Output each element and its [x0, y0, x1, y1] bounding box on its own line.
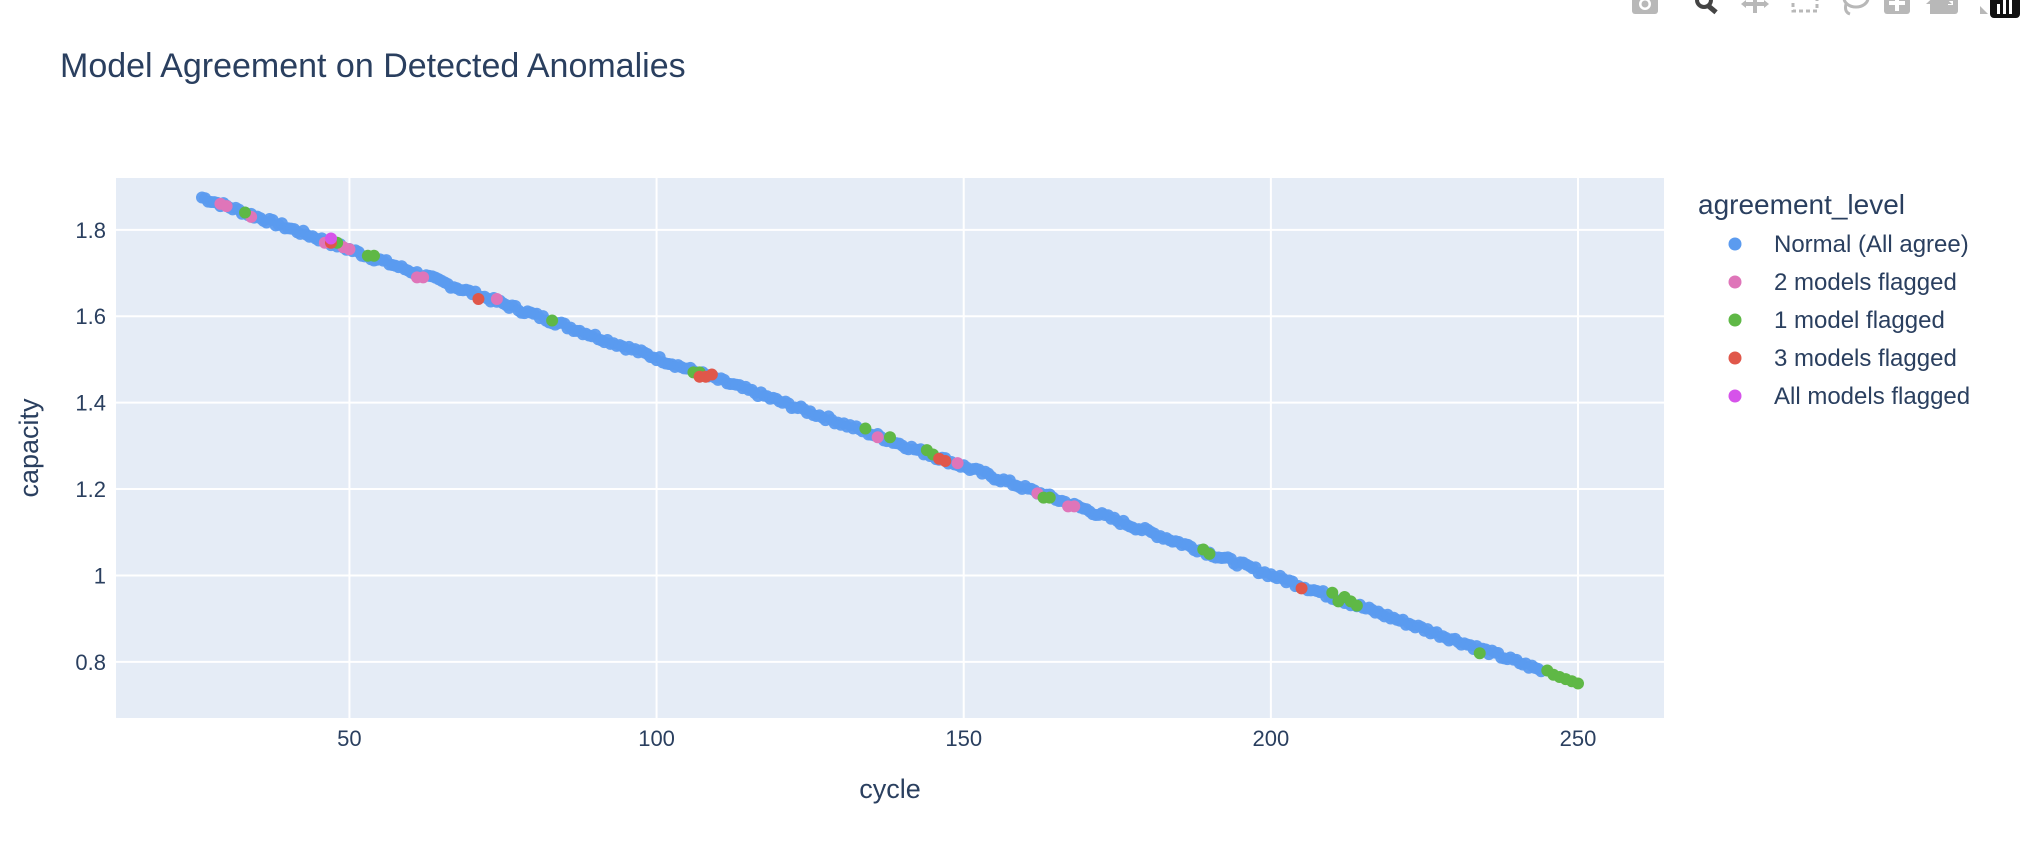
- data-points: [196, 191, 1584, 690]
- data-point-flagged-3: [939, 454, 952, 467]
- x-axis-ticks: 50 100 150 200 250: [337, 726, 1596, 751]
- y-tick-label: 1.8: [75, 218, 106, 243]
- lasso-select-icon[interactable]: [1840, 0, 1870, 16]
- legend-title: agreement_level: [1698, 189, 1905, 220]
- x-axis-title: cycle: [859, 774, 921, 804]
- y-axis-ticks: 0.8 1 1.2 1.4 1.6 1.8: [75, 218, 106, 675]
- zoom-icon[interactable]: [1692, 0, 1722, 16]
- legend-label: Normal (All agree): [1774, 231, 1969, 258]
- data-point-flagged-2: [1043, 491, 1056, 504]
- data-point-flagged-3: [1295, 582, 1308, 595]
- zoom-in-icon[interactable]: [1882, 0, 1912, 16]
- legend-label: 2 models flagged: [1774, 269, 1957, 296]
- x-tick-label: 100: [638, 726, 675, 751]
- y-tick-label: 1.4: [75, 391, 106, 416]
- legend-label: 3 models flagged: [1774, 345, 1957, 372]
- y-tick-label: 0.8: [75, 650, 106, 675]
- data-point-flagged-1: [343, 243, 356, 256]
- y-tick-label: 1: [94, 563, 106, 588]
- legend-label: All models flagged: [1774, 383, 1970, 410]
- reset-axes-icon[interactable]: [1924, 0, 1954, 16]
- data-point-flagged-1: [1068, 500, 1081, 513]
- data-point-flagged-1: [490, 292, 503, 305]
- data-point-flagged-1: [417, 271, 430, 284]
- x-tick-label: 250: [1560, 726, 1597, 751]
- data-point-flagged-2: [859, 422, 872, 435]
- data-point-flagged-4: [325, 232, 337, 245]
- data-point-flagged-2: [1473, 647, 1486, 660]
- x-tick-label: 150: [945, 726, 982, 751]
- data-point-flagged-2: [1572, 677, 1584, 690]
- legend-marker: [1728, 389, 1742, 403]
- y-tick-label: 1.2: [75, 477, 106, 502]
- data-point-flagged-3: [472, 292, 485, 305]
- x-tick-label: 50: [337, 726, 361, 751]
- camera-icon[interactable]: [1630, 0, 1660, 16]
- data-point-flagged-2: [1326, 586, 1339, 599]
- data-point-flagged-2: [884, 431, 896, 444]
- y-axis-title: capacity: [14, 398, 44, 498]
- data-point-flagged-2: [368, 249, 380, 262]
- data-point-flagged-2: [1350, 599, 1363, 612]
- legend-label: 1 model flagged: [1774, 307, 1945, 334]
- grid: [116, 178, 1664, 718]
- legend-marker: [1728, 351, 1742, 365]
- data-point-flagged-2: [239, 206, 251, 219]
- data-point-flagged-2: [546, 314, 559, 327]
- pan-icon[interactable]: [1740, 0, 1770, 16]
- legend-marker: [1728, 237, 1742, 251]
- plotly-logo-icon[interactable]: [1990, 0, 2020, 18]
- legend-marker: [1728, 313, 1742, 327]
- data-point-flagged-1: [220, 200, 233, 213]
- legend: Normal (All agree) 2 models flagged 1 mode…: [1728, 231, 1970, 410]
- data-point-flagged-1: [951, 457, 964, 470]
- data-point-flagged-2: [1203, 547, 1216, 560]
- x-tick-label: 200: [1252, 726, 1289, 751]
- data-point-flagged-3: [705, 368, 718, 381]
- legend-marker: [1728, 275, 1742, 289]
- chart-title: Model Agreement on Detected Anomalies: [60, 47, 686, 85]
- data-point-flagged-1: [871, 431, 884, 444]
- modebar: [1480, 0, 2020, 22]
- y-tick-label: 1.6: [75, 304, 106, 329]
